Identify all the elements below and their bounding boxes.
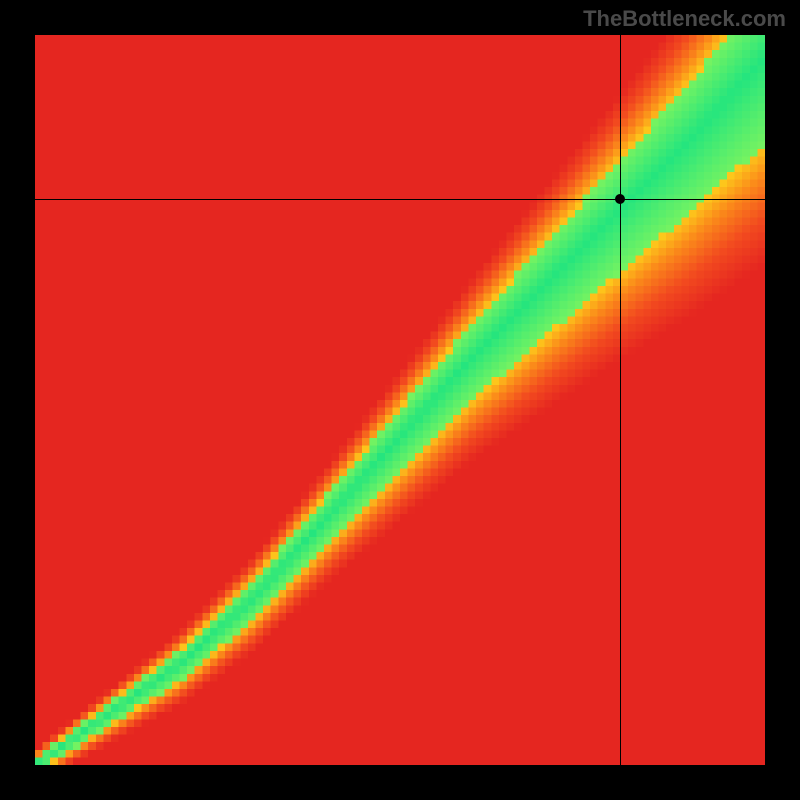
watermark-text: TheBottleneck.com	[583, 6, 786, 32]
crosshair-horizontal	[35, 199, 765, 200]
heatmap-canvas	[35, 35, 765, 765]
crosshair-point	[615, 194, 625, 204]
heatmap-plot-area	[35, 35, 765, 765]
crosshair-vertical	[620, 35, 621, 765]
